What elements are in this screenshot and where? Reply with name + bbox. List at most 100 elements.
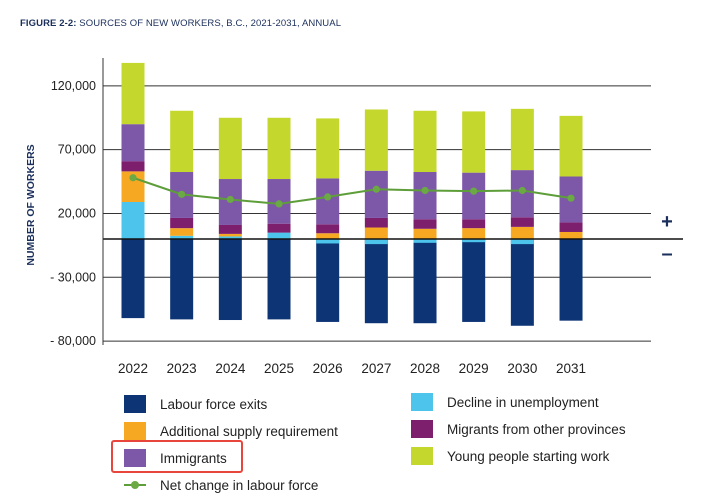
bar-additional-supply-requirement [510,226,534,239]
legend-label-labour-force-exits: Labour force exits [160,396,268,412]
bar-additional-supply-requirement [364,227,388,239]
bar-additional-supply-requirement [559,231,583,239]
net-change-point [324,193,332,201]
x-tick-label: 2027 [361,361,391,376]
x-tick-label: 2023 [167,361,197,376]
bar-migrants-from-other-provinces [218,224,242,234]
bar-unemployment-change [364,239,388,245]
net-change-point [226,195,234,204]
x-tick-label: 2025 [264,361,294,376]
bar-immigrants [364,170,388,218]
legend-swatch-immigrants [124,449,146,467]
bar-migrants-from-other-provinces [559,222,583,232]
legend-label-migrants-provinces: Migrants from other provinces [447,421,626,437]
bar-labour-force-exits [267,239,291,320]
bar-labour-force-exits [170,239,194,320]
bar-immigrants [316,178,340,225]
axis-labels: 120,000 70,000 20,000 - 30,000 - 80,000 2022 2… [25,79,673,376]
bar-immigrants [121,124,145,162]
bar-decline-in-unemployment [218,236,242,239]
bar-young-people-starting-work [170,110,194,173]
legend-item-young-people: Young people starting work [411,446,609,466]
y-tick-label: 70,000 [58,143,96,157]
bar-unemployment-change [510,239,534,245]
net-change-point [470,187,478,195]
bar-additional-supply-requirement [413,228,437,239]
bar-unemployment-change [462,239,486,243]
bar-migrants-from-other-provinces [413,219,437,229]
bar-decline-in-unemployment [121,201,145,239]
y-tick-label: - 80,000 [50,334,96,348]
x-tick-label: 2024 [215,361,246,376]
legend-swatch-net-change [124,476,146,494]
legend-swatch-young-people [411,447,433,465]
legend-item-immigrants: Immigrants [124,448,227,468]
net-change-polyline [132,176,572,205]
axes [102,58,683,345]
y-tick-label: 20,000 [58,206,96,220]
legend-highlight-box [111,440,243,473]
bar-young-people-starting-work [121,62,145,125]
bar-additional-supply-requirement [462,228,486,239]
bar-young-people-starting-work [510,108,534,171]
legend-swatch-migrants-provinces [411,420,433,438]
legend-label-additional-supply: Additional supply requirement [160,423,338,439]
bar-young-people-starting-work [267,117,291,180]
bar-additional-supply-requirement [316,233,340,239]
bar-labour-force-exits [462,239,486,322]
legend-label-net-change: Net change in labour force [160,477,319,493]
net-change-point [129,174,137,182]
bar-labour-force-exits [510,239,534,326]
bar-migrants-from-other-provinces [510,217,534,227]
figure-title: FIGURE 2-2: SOURCES OF NEW WORKERS, B.C.… [20,18,341,29]
bar-young-people-starting-work [364,109,388,171]
bar-decline-in-unemployment [267,232,291,239]
bar-immigrants [413,172,437,220]
net-change-point [421,186,429,195]
bar-labour-force-exits [364,239,388,324]
legend-item-migrants-provinces: Migrants from other provinces [411,419,626,439]
legend-item-decline-unemployment: Decline in unemployment [411,392,599,412]
legend-item-additional-supply: Additional supply requirement [124,421,338,441]
positive-sign-label: + [661,211,673,233]
negative-sign-label: – [661,243,672,265]
bar-young-people-starting-work [218,117,242,180]
bar-young-people-starting-work [559,115,583,177]
bar-migrants-from-other-provinces [462,219,486,229]
y-tick-label: - 30,000 [50,270,96,284]
bar-labour-force-exits [316,239,340,322]
legend-item-labour-force-exits: Labour force exits [124,394,267,414]
bar-decline-in-unemployment [170,235,194,239]
net-change-point [567,194,575,202]
bar-migrants-from-other-provinces [170,217,194,229]
bar-labour-force-exits [121,239,145,319]
net-change-point [178,190,186,198]
x-tick-label: 2031 [556,361,586,376]
x-tick-label: 2029 [459,361,489,376]
bar-unemployment-change [316,239,340,244]
legend-item-net-change: Net change in labour force [124,475,318,495]
legend-swatch-additional-supply [124,422,146,440]
net-change-point [372,185,380,193]
legend-label-immigrants: Immigrants [160,450,227,466]
bar-labour-force-exits [413,239,437,324]
bar-migrants-from-other-provinces [316,224,340,234]
bar-young-people-starting-work [413,110,437,173]
net-change-point [518,186,526,195]
bar-labour-force-exits [559,239,583,321]
legend-label-decline-unemployment: Decline in unemployment [447,394,599,410]
x-tick-label: 2022 [118,361,148,376]
bar-migrants-from-other-provinces [121,161,145,172]
legend-swatch-decline-unemployment [411,393,433,411]
x-tick-label: 2026 [313,361,343,376]
bar-additional-supply-requirement [170,228,194,236]
legend-swatch-labour-force-exits [124,395,146,413]
bar-young-people-starting-work [462,111,486,173]
x-tick-label: 2030 [507,361,537,376]
bar-immigrants [462,172,486,220]
bar-young-people-starting-work [316,118,340,179]
bar-migrants-from-other-provinces [364,217,388,228]
bar-labour-force-exits [218,239,242,321]
bar-unemployment-change [413,239,437,243]
